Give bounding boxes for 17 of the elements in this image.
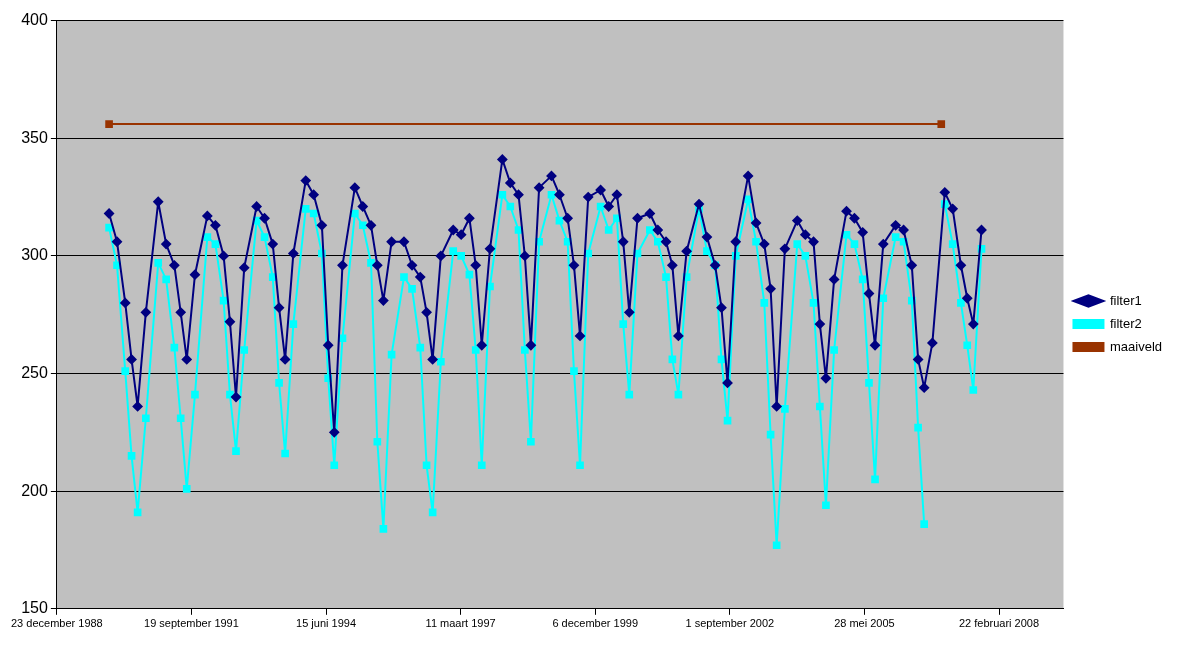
x-tick-label: 15 juni 1994 [296,617,357,630]
x-tick-label: 11 maart 1997 [425,617,496,630]
y-tick-label: 400 [21,11,48,29]
legend-label: filter1 [1109,292,1142,308]
x-tick-label: 28 mei 2005 [834,617,895,630]
x-tick-label: 22 februari 2008 [958,617,1040,630]
x-tick-label: 1 september 2002 [685,617,775,630]
legend-label: maaiveld [1109,338,1163,354]
legend-label: filter2 [1109,315,1142,331]
x-tick-label: 19 september 1991 [144,617,239,630]
y-tick-label: 300 [21,246,48,264]
x-tick-label: 23 december 1988 [11,617,103,630]
y-tick-label: 350 [21,128,48,146]
y-tick-label: 200 [21,481,48,499]
y-tick-label: 250 [21,363,48,381]
x-tick-label: 6 december 1999 [552,617,639,630]
y-tick-label: 150 [21,599,48,617]
